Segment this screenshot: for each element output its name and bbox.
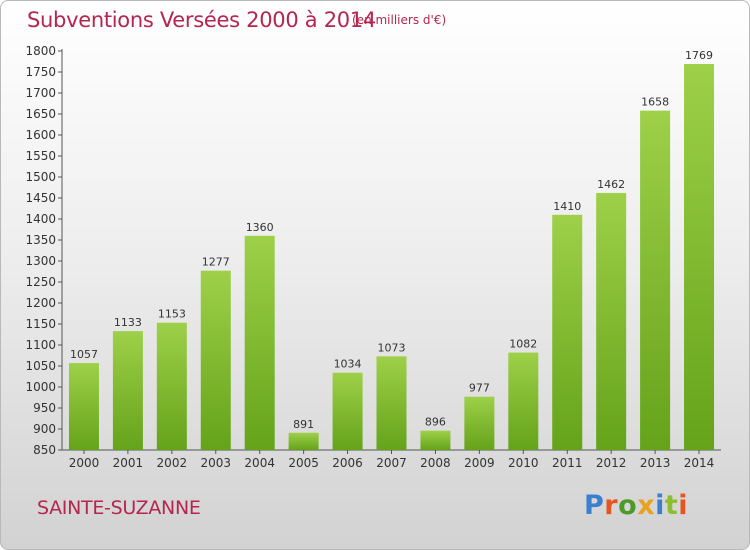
bar [200, 270, 231, 450]
data-label: 1073 [378, 341, 406, 354]
y-tick-label: 1700 [25, 86, 56, 100]
data-label: 1462 [597, 178, 625, 191]
data-label: 1057 [70, 348, 98, 361]
x-tick-label: 2000 [69, 456, 100, 470]
x-tick-label: 2005 [288, 456, 319, 470]
y-tick-label: 1500 [25, 170, 56, 184]
x-tick-label: 2011 [552, 456, 583, 470]
bar [596, 192, 627, 450]
y-tick-label: 1100 [25, 338, 56, 352]
y-tick-label: 1550 [25, 149, 56, 163]
data-label: 1153 [158, 308, 186, 321]
y-tick-label: 1800 [25, 44, 56, 58]
bar [420, 430, 451, 450]
bar [68, 363, 99, 450]
x-tick-label: 2004 [244, 456, 275, 470]
y-tick-label: 1650 [25, 107, 56, 121]
place-name: SAINTE-SUZANNE [37, 497, 201, 519]
x-tick-label: 2014 [684, 456, 715, 470]
bar [684, 64, 715, 450]
x-tick-label: 2013 [640, 456, 671, 470]
x-tick-label: 2003 [200, 456, 231, 470]
data-label: 1410 [553, 200, 581, 213]
y-tick-label: 1050 [25, 359, 56, 373]
proxiti-logo: Proxiti [584, 490, 688, 521]
data-label: 1360 [246, 221, 274, 234]
bar [112, 331, 143, 450]
bar [640, 110, 671, 450]
logo-letter: P [584, 490, 605, 521]
y-tick-label: 1400 [25, 212, 56, 226]
data-label: 1769 [685, 49, 713, 62]
data-label: 977 [469, 382, 490, 395]
logo-letter: o [618, 490, 638, 521]
data-label: 1034 [334, 358, 362, 371]
y-tick-label: 1250 [25, 275, 56, 289]
y-tick-label: 850 [33, 443, 56, 457]
y-tick-label: 1350 [25, 233, 56, 247]
chart-title: Subventions Versées 2000 à 2014 [27, 8, 376, 32]
bar [288, 432, 319, 450]
bar [244, 235, 275, 450]
logo-letter: t [664, 490, 679, 521]
bar [376, 356, 407, 450]
y-tick-label: 1750 [25, 65, 56, 79]
y-tick-label: 1300 [25, 254, 56, 268]
bar [552, 214, 583, 450]
x-tick-label: 2002 [157, 456, 188, 470]
x-tick-label: 2007 [376, 456, 407, 470]
logo-letter: x [637, 490, 656, 521]
x-tick-label: 2012 [596, 456, 627, 470]
data-label: 1658 [641, 96, 669, 109]
y-tick-label: 950 [33, 401, 56, 415]
x-tick-label: 2010 [508, 456, 539, 470]
y-tick-label: 1600 [25, 128, 56, 142]
y-tick-label: 1450 [25, 191, 56, 205]
logo-letter: i [655, 490, 665, 521]
x-tick-label: 2008 [420, 456, 451, 470]
data-label: 896 [425, 416, 446, 429]
x-tick-label: 2006 [332, 456, 363, 470]
data-label: 1082 [509, 338, 537, 351]
bar [332, 372, 363, 450]
logo-letter: r [604, 490, 619, 521]
bar [464, 396, 495, 450]
x-tick-label: 2001 [113, 456, 144, 470]
y-tick-label: 1000 [25, 380, 56, 394]
y-tick-label: 1200 [25, 296, 56, 310]
data-label: 1133 [114, 316, 142, 329]
data-label: 891 [293, 418, 314, 431]
chart-subtitle: (en milliers d'€) [352, 13, 447, 27]
data-label: 1277 [202, 256, 230, 269]
y-tick-label: 1150 [25, 317, 56, 331]
bar [156, 322, 187, 450]
y-tick-label: 900 [33, 422, 56, 436]
x-tick-label: 2009 [464, 456, 495, 470]
logo-letter: i [678, 490, 689, 521]
bar [508, 352, 539, 450]
